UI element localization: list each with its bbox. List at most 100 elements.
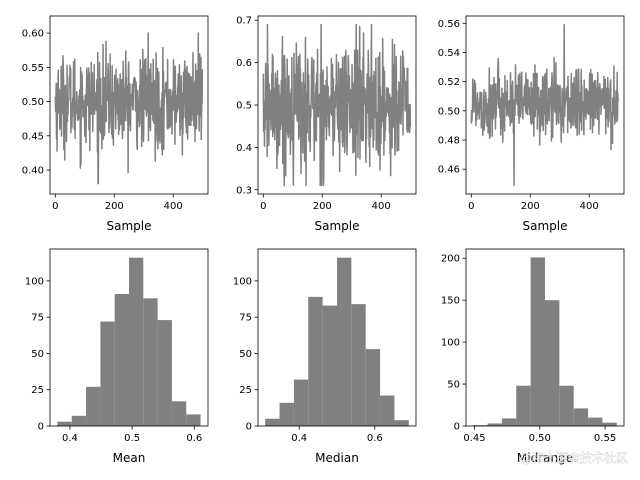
y-tick-label: 0.50 (438, 106, 460, 117)
histogram-bar (129, 257, 144, 426)
x-tick-label: 400 (372, 201, 391, 212)
y-tick-label: 100 (441, 338, 460, 349)
y-tick-label: 0.3 (236, 185, 252, 196)
histogram-bar (308, 296, 323, 426)
y-tick-label: 0 (246, 422, 252, 433)
histogram-bar (265, 418, 280, 426)
x-tick-label: 0.45 (463, 433, 485, 444)
series-line (470, 24, 620, 186)
y-tick-label: 0.48 (438, 136, 460, 147)
histogram-bar (293, 379, 309, 426)
histogram-bar (171, 401, 187, 426)
y-tick-label: 0 (38, 422, 44, 433)
axes-frame (49, 248, 209, 427)
panel-mean-histogram: 0.4 0.5 0.6 0 25 50 75 100 Mean (25, 248, 209, 465)
axes-frame (465, 248, 625, 427)
y-tick-label: 0.40 (22, 166, 44, 177)
y-tick-label: 0.56 (438, 19, 460, 30)
axes-frame (257, 248, 417, 427)
watermark: @稀土掘金技术社区 (520, 450, 628, 465)
x-axis-label: Sample (523, 219, 568, 233)
y-tick-label: 0.4 (236, 143, 252, 154)
x-axis-label: Midrange (517, 451, 573, 465)
panel-median-trace: 0 200 400 0.3 0.4 0.5 0.6 0.7 Sample (236, 15, 417, 233)
panel-midrange-trace: 0 200 400 0.46 0.48 0.50 0.52 0.54 0.56 Sample (438, 15, 625, 233)
y-tick-label: 0.6 (236, 58, 252, 69)
x-tick-label: 400 (580, 201, 599, 212)
x-axis-label: Mean (113, 451, 146, 465)
histogram-bar (573, 408, 589, 426)
panel-midrange-histogram: 0.45 0.50 0.55 0 50 100 150 200 Midrange (441, 248, 625, 465)
panel-mean-trace: 0 200 400 0.40 0.45 0.50 0.55 0.60 Sample (22, 15, 209, 233)
axes-frame (465, 15, 625, 195)
y-tick-label: 25 (239, 385, 252, 396)
x-tick-label: 0.4 (291, 433, 307, 444)
x-tick-label: 0.4 (62, 433, 78, 444)
x-tick-label: 200 (105, 201, 124, 212)
histogram-bar (337, 257, 352, 426)
x-axis-label: Sample (315, 219, 360, 233)
x-tick-label: 0 (52, 201, 58, 212)
x-tick-label: 200 (521, 201, 540, 212)
histogram-bar (57, 421, 72, 426)
histogram-bar (501, 418, 517, 426)
x-axis-label: Sample (107, 219, 152, 233)
histogram-bar (545, 300, 560, 426)
histogram-bar (157, 320, 172, 426)
histogram-bar (559, 385, 574, 426)
y-tick-label: 0 (454, 422, 460, 433)
y-tick-label: 0.5 (236, 101, 252, 112)
y-tick-label: 0.7 (236, 16, 252, 27)
histogram-bar (380, 395, 395, 426)
y-tick-label: 75 (239, 313, 252, 324)
x-tick-label: 200 (313, 201, 332, 212)
y-tick-label: 50 (239, 349, 252, 360)
y-tick-label: 0.60 (22, 29, 44, 40)
histogram-bar (588, 417, 603, 426)
histogram-bar (351, 304, 366, 426)
panel-median-histogram: 0.4 0.6 0 25 50 75 100 Median (233, 248, 417, 465)
x-tick-label: 0 (468, 201, 474, 212)
y-tick-label: 0.45 (22, 131, 44, 142)
y-tick-label: 100 (233, 276, 252, 287)
y-tick-label: 200 (441, 254, 460, 265)
y-tick-label: 100 (25, 276, 44, 287)
y-tick-label: 0.54 (438, 48, 460, 59)
histogram-bar (322, 305, 337, 426)
y-tick-label: 50 (447, 380, 460, 391)
x-tick-label: 0.5 (124, 433, 140, 444)
x-tick-label: 0.6 (186, 433, 202, 444)
histogram-bar (186, 414, 201, 426)
x-tick-label: 400 (164, 201, 183, 212)
y-tick-label: 75 (31, 313, 44, 324)
y-tick-label: 0.46 (438, 165, 460, 176)
x-tick-label: 0 (260, 201, 266, 212)
histogram-bar (602, 422, 617, 426)
y-tick-label: 50 (31, 349, 44, 360)
y-tick-label: 0.50 (22, 97, 44, 108)
x-tick-label: 0.50 (529, 433, 551, 444)
y-tick-label: 25 (31, 385, 44, 396)
y-tick-label: 0.55 (22, 63, 44, 74)
x-axis-label: Median (315, 451, 359, 465)
histogram-bar (100, 321, 115, 426)
y-tick-label: 150 (441, 296, 460, 307)
x-tick-label: 0.6 (367, 433, 383, 444)
histogram-bar (473, 425, 488, 426)
histogram-bar (394, 420, 409, 426)
histogram-bar (365, 349, 381, 426)
histogram-bar (530, 257, 545, 426)
histogram-bar (71, 415, 87, 426)
histogram-bar (279, 402, 294, 426)
histogram-bar (487, 423, 502, 426)
histogram-bar (86, 386, 101, 426)
axes-frame (49, 15, 209, 195)
y-tick-label: 0.52 (438, 77, 460, 88)
histogram-bar (143, 298, 158, 426)
series-line (54, 32, 204, 185)
series-line (262, 23, 412, 187)
histogram-bar (114, 293, 129, 426)
histogram-bar (516, 385, 531, 426)
x-tick-label: 0.55 (594, 433, 616, 444)
